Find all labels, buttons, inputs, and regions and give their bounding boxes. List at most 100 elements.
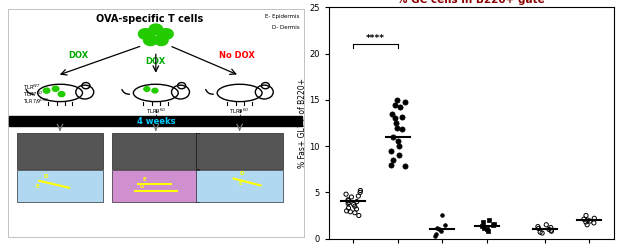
Text: E: E: [35, 184, 39, 189]
FancyBboxPatch shape: [17, 133, 104, 169]
Point: [393, 139, 403, 143]
Point: [546, 226, 556, 230]
Point: [479, 226, 489, 230]
Circle shape: [138, 29, 153, 39]
Text: ****: ****: [366, 33, 385, 43]
FancyBboxPatch shape: [196, 133, 283, 169]
Circle shape: [152, 88, 158, 93]
Point: [582, 223, 592, 227]
Text: E- Epidermis: E- Epidermis: [265, 14, 299, 19]
Text: TLR7/9$^{DKO}$: TLR7/9$^{DKO}$: [23, 96, 48, 106]
Point: [343, 201, 353, 205]
Text: 4 weeks: 4 weeks: [136, 117, 175, 126]
Point: [544, 227, 554, 231]
Point: [388, 135, 398, 139]
FancyBboxPatch shape: [112, 170, 199, 202]
Point: [397, 115, 407, 119]
Point: [400, 165, 410, 169]
Point: [350, 211, 360, 215]
Text: No DOX: No DOX: [219, 51, 255, 61]
Point: [533, 225, 543, 229]
Point: [394, 144, 404, 148]
Circle shape: [149, 24, 162, 35]
Point: [388, 158, 398, 162]
Point: [590, 216, 600, 220]
Text: OVA-specific T cells: OVA-specific T cells: [96, 14, 203, 24]
Point: [535, 230, 545, 234]
Text: E: E: [143, 177, 146, 182]
Text: DOX: DOX: [68, 51, 88, 61]
Text: D: D: [43, 174, 48, 179]
Point: [354, 214, 364, 217]
Point: [342, 209, 352, 213]
Point: [482, 229, 492, 233]
Text: D- Dermis: D- Dermis: [272, 25, 299, 30]
Point: [583, 218, 593, 222]
Point: [435, 227, 445, 231]
Text: D: D: [239, 171, 244, 176]
Point: [400, 100, 410, 104]
Point: [478, 220, 488, 224]
Circle shape: [144, 35, 157, 46]
Point: [581, 220, 591, 224]
Point: [437, 214, 447, 217]
Point: [355, 190, 365, 194]
Point: [484, 218, 494, 222]
Point: [589, 221, 599, 225]
Text: TLR$^{WT}$: TLR$^{WT}$: [23, 82, 41, 92]
Text: DOX: DOX: [146, 57, 166, 66]
Point: [534, 227, 544, 231]
Text: TLR7$^{KO}$: TLR7$^{KO}$: [23, 90, 43, 99]
Point: [585, 219, 595, 223]
Circle shape: [144, 87, 150, 91]
Title: % GC cells in B220+ gate: % GC cells in B220+ gate: [397, 0, 545, 5]
Text: D: D: [140, 184, 144, 189]
Point: [440, 223, 450, 227]
Point: [386, 163, 396, 167]
Point: [345, 210, 355, 214]
Text: E: E: [238, 181, 242, 186]
Point: [432, 226, 441, 230]
Point: [489, 222, 499, 226]
Point: [388, 112, 397, 116]
Point: [436, 229, 446, 233]
Point: [350, 204, 360, 208]
Point: [344, 200, 354, 204]
Text: TLR9$^{KO}$: TLR9$^{KO}$: [146, 106, 166, 116]
Point: [392, 126, 402, 130]
Point: [579, 217, 589, 221]
Point: [355, 188, 365, 192]
Point: [347, 195, 356, 199]
FancyBboxPatch shape: [112, 133, 199, 169]
Point: [343, 199, 353, 203]
FancyBboxPatch shape: [196, 170, 283, 202]
Circle shape: [159, 29, 173, 39]
Circle shape: [43, 88, 50, 93]
Point: [394, 154, 404, 157]
Point: [394, 105, 404, 109]
Point: [488, 223, 498, 227]
Point: [352, 207, 361, 211]
FancyBboxPatch shape: [9, 116, 303, 126]
Y-axis label: % Fas+ GL7+ of B220+: % Fas+ GL7+ of B220+: [298, 78, 306, 168]
Point: [477, 224, 487, 228]
Point: [392, 98, 402, 102]
Circle shape: [58, 92, 65, 97]
Point: [432, 232, 441, 236]
Point: [353, 194, 363, 198]
Point: [343, 206, 353, 210]
Point: [397, 127, 407, 131]
Point: [341, 192, 351, 196]
Point: [390, 103, 400, 107]
Point: [343, 198, 353, 202]
Point: [537, 231, 547, 235]
Point: [348, 202, 358, 206]
Point: [352, 200, 362, 204]
Point: [391, 121, 401, 125]
Point: [541, 223, 551, 227]
Point: [482, 227, 492, 231]
Point: [546, 229, 556, 233]
Point: [386, 149, 396, 153]
Point: [546, 228, 556, 232]
Point: [581, 214, 591, 217]
